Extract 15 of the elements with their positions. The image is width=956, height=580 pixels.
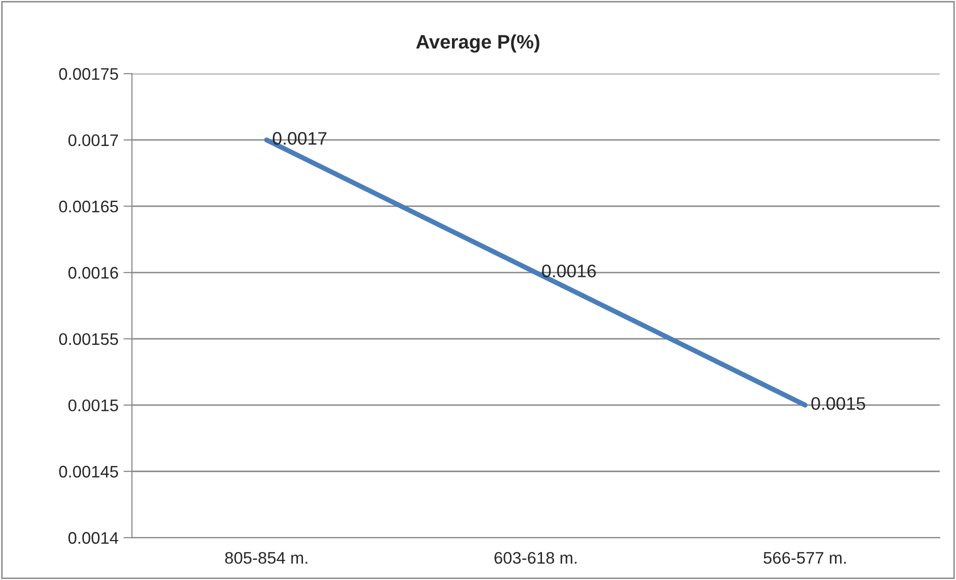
y-tick-label: 0.00155 [59,333,118,346]
data-label: 0.0017 [272,132,326,145]
x-tick-label: 566-577 m. [764,552,846,564]
x-tick-label: 805-854 m. [225,552,308,564]
y-tick-label: 0.0017 [68,134,118,146]
y-tick-label: 0.00175 [59,68,118,80]
y-tick-label: 0.0016 [68,266,118,279]
chart-title: Average P(%) [416,34,540,53]
y-tick-label: 0.0014 [68,532,118,544]
data-label: 0.0016 [542,264,596,278]
x-tick-label: 603-618 m. [494,552,576,564]
y-tick-label: 0.00145 [59,466,118,478]
data-label: 0.0015 [811,397,866,410]
y-tick-label: 0.0015 [68,399,118,412]
y-tick-label: 0.00165 [59,200,118,212]
